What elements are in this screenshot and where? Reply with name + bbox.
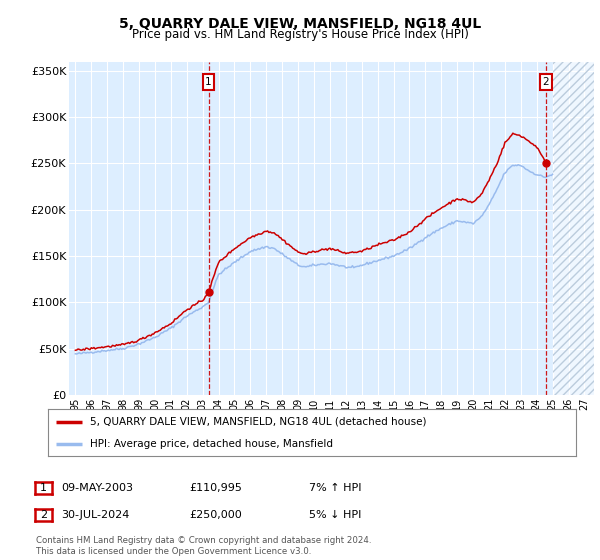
Text: 2: 2 <box>40 510 47 520</box>
Text: 1: 1 <box>205 77 212 87</box>
Text: HPI: Average price, detached house, Mansfield: HPI: Average price, detached house, Mans… <box>90 438 333 449</box>
Text: 1: 1 <box>40 483 47 493</box>
Bar <box>553 62 594 395</box>
Text: 2: 2 <box>542 77 549 87</box>
Text: Contains HM Land Registry data © Crown copyright and database right 2024.
This d: Contains HM Land Registry data © Crown c… <box>36 536 371 556</box>
Text: 5, QUARRY DALE VIEW, MANSFIELD, NG18 4UL: 5, QUARRY DALE VIEW, MANSFIELD, NG18 4UL <box>119 17 481 31</box>
Text: 30-JUL-2024: 30-JUL-2024 <box>61 510 130 520</box>
Text: 09-MAY-2003: 09-MAY-2003 <box>61 483 133 493</box>
Text: 5% ↓ HPI: 5% ↓ HPI <box>309 510 361 520</box>
Text: £250,000: £250,000 <box>189 510 242 520</box>
Bar <box>553 62 594 395</box>
Text: 7% ↑ HPI: 7% ↑ HPI <box>309 483 361 493</box>
Text: 5, QUARRY DALE VIEW, MANSFIELD, NG18 4UL (detached house): 5, QUARRY DALE VIEW, MANSFIELD, NG18 4UL… <box>90 417 427 427</box>
Text: £110,995: £110,995 <box>189 483 242 493</box>
Text: Price paid vs. HM Land Registry's House Price Index (HPI): Price paid vs. HM Land Registry's House … <box>131 28 469 41</box>
